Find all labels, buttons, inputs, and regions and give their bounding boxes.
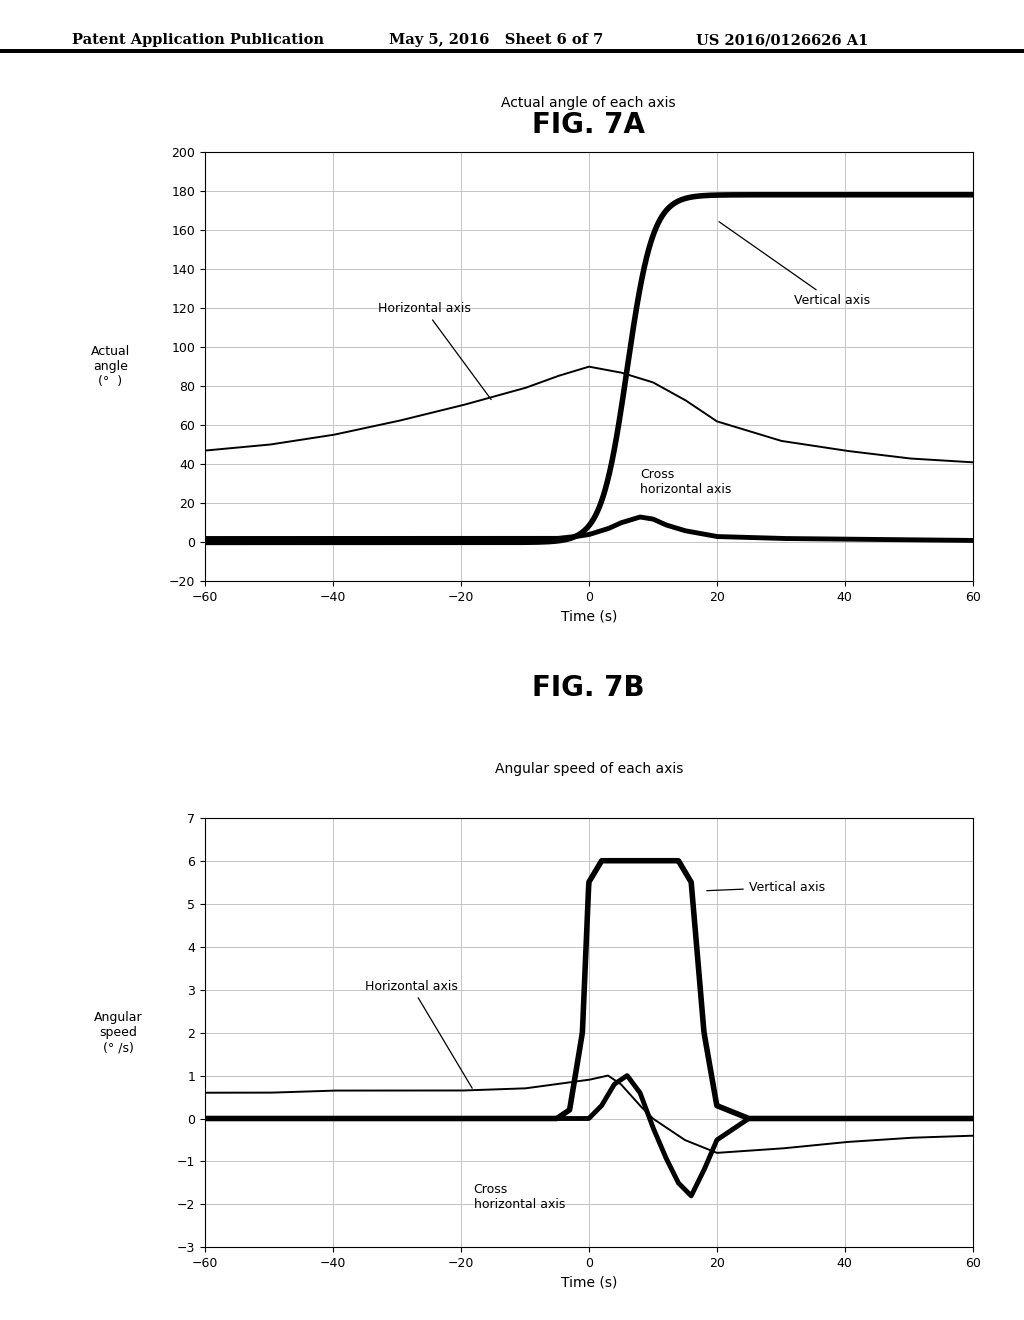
Text: Vertical axis: Vertical axis — [719, 222, 869, 308]
Y-axis label: Actual
angle
(°  ): Actual angle (° ) — [91, 345, 130, 388]
Text: Cross
horizontal axis: Cross horizontal axis — [640, 469, 731, 496]
Text: Vertical axis: Vertical axis — [707, 880, 825, 894]
Text: Horizontal axis: Horizontal axis — [365, 979, 472, 1088]
X-axis label: Time (s): Time (s) — [560, 1275, 617, 1290]
Text: Patent Application Publication: Patent Application Publication — [72, 33, 324, 48]
Y-axis label: Angular
speed
(° /s): Angular speed (° /s) — [94, 1011, 142, 1055]
X-axis label: Time (s): Time (s) — [560, 610, 617, 624]
Title: Angular speed of each axis: Angular speed of each axis — [495, 763, 683, 776]
Text: FIG. 7A: FIG. 7A — [532, 111, 645, 139]
Text: Horizontal axis: Horizontal axis — [378, 302, 492, 400]
Text: Cross
horizontal axis: Cross horizontal axis — [473, 1183, 565, 1210]
Title: Actual angle of each axis: Actual angle of each axis — [502, 96, 676, 111]
Text: FIG. 7B: FIG. 7B — [532, 675, 645, 702]
Text: US 2016/0126626 A1: US 2016/0126626 A1 — [696, 33, 868, 48]
Text: May 5, 2016   Sheet 6 of 7: May 5, 2016 Sheet 6 of 7 — [389, 33, 603, 48]
